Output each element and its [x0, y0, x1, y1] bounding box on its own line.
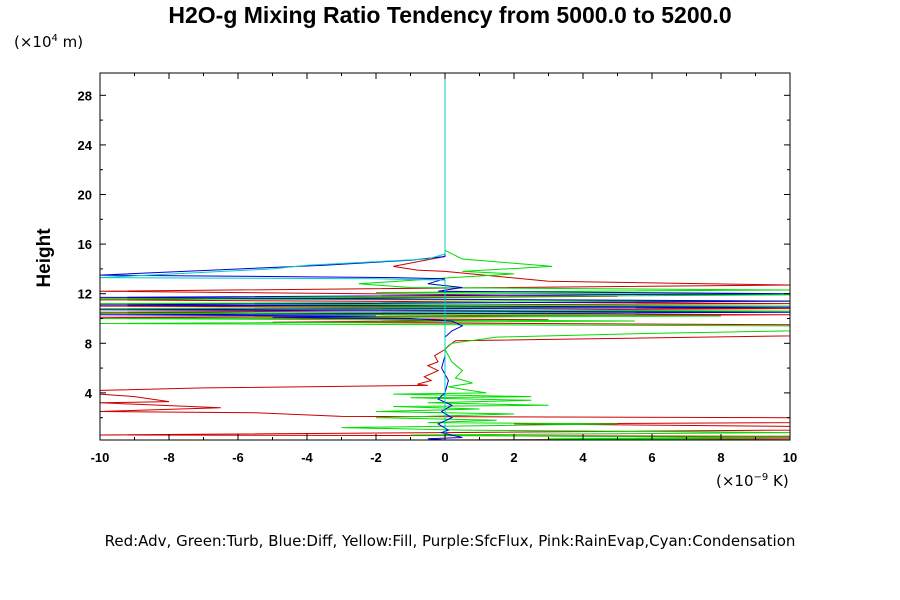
- x-unit-exponent: −9: [753, 472, 769, 483]
- legend: Red:Adv, Green:Turb, Blue:Diff, Yellow:F…: [104, 532, 796, 550]
- series-line-turb: [99, 73, 791, 441]
- y-tick-label: 24: [78, 138, 93, 153]
- y-unit-suffix: m): [57, 33, 84, 51]
- x-tick-label: 8: [717, 450, 724, 465]
- chart-title: H2O-g Mixing Ratio Tendency from 5000.0 …: [168, 2, 732, 28]
- x-tick-label: -2: [370, 450, 382, 465]
- x-tick-label: 4: [579, 450, 587, 465]
- y-tick-label: 16: [78, 237, 92, 252]
- y-axis-unit: (×104 m): [14, 33, 83, 51]
- x-tick-label: 10: [783, 450, 797, 465]
- x-axis-unit: (×10−9 K): [716, 472, 789, 490]
- y-tick-label: 4: [85, 386, 93, 401]
- x-tick-label: -4: [301, 450, 313, 465]
- series-line-condensation: [99, 73, 446, 440]
- y-tick-label: 28: [78, 88, 92, 103]
- x-tick-label: -8: [163, 450, 175, 465]
- y-tick-label: 8: [85, 336, 92, 351]
- y-tick-label: 12: [78, 287, 92, 302]
- series-line-diff: [99, 73, 791, 441]
- x-tick-label: 6: [648, 450, 655, 465]
- x-tick-label: 2: [510, 450, 517, 465]
- y-tick-label: 20: [78, 188, 92, 203]
- y-unit-prefix: (×10: [14, 33, 52, 51]
- x-tick-label: 0: [441, 450, 448, 465]
- x-unit-suffix: K): [768, 472, 789, 490]
- x-unit-prefix: (×10: [716, 472, 754, 490]
- y-axis-title: Height: [34, 228, 55, 288]
- x-tick-label: -6: [232, 450, 244, 465]
- x-tick-label: -10: [91, 450, 110, 465]
- y-unit-exponent: 4: [51, 33, 58, 44]
- series-layer: [99, 73, 791, 441]
